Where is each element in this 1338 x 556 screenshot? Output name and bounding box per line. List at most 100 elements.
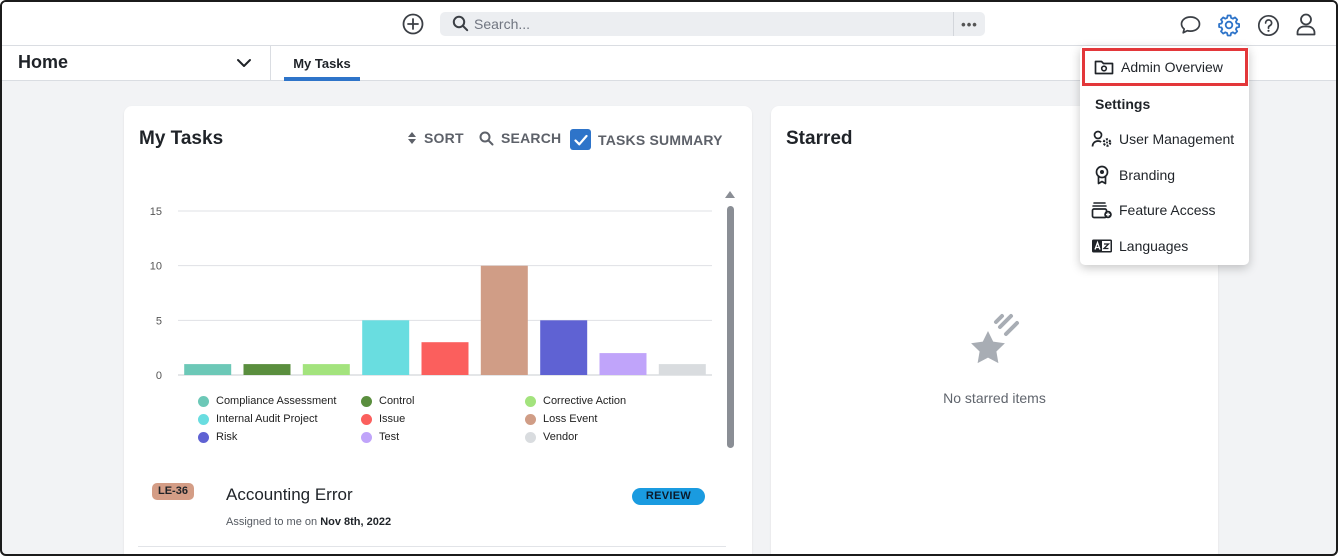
chart-bar[interactable] bbox=[480, 265, 528, 375]
legend-swatch bbox=[198, 395, 209, 407]
tasks-summary-toggle[interactable]: TASKS SUMMARY bbox=[570, 129, 723, 150]
y-tick-label: 5 bbox=[156, 315, 162, 327]
shooting-star-icon bbox=[970, 314, 1019, 364]
legend-swatch bbox=[361, 413, 372, 425]
scrollbar-thumb[interactable] bbox=[727, 206, 734, 448]
legend-swatch bbox=[198, 413, 209, 425]
search-label: SEARCH bbox=[501, 130, 562, 146]
tasks-summary-chart: 0 5 10 15 bbox=[150, 206, 712, 382]
menu-item-label: Feature Access bbox=[1119, 202, 1216, 218]
legend-label: Issue bbox=[379, 413, 406, 425]
legend-swatch bbox=[525, 431, 536, 443]
legend-item[interactable]: Internal Audit Project bbox=[198, 413, 318, 425]
chart-bar[interactable] bbox=[599, 353, 647, 375]
legend-item[interactable]: Compliance Assessment bbox=[198, 395, 336, 407]
legend-label: Corrective Action bbox=[543, 395, 627, 407]
nav-divider bbox=[270, 46, 271, 81]
legend-item[interactable]: Corrective Action bbox=[525, 395, 626, 407]
search-icon bbox=[479, 131, 494, 145]
menu-item-label: User Management bbox=[1119, 131, 1235, 147]
sort-button[interactable]: SORT bbox=[407, 130, 464, 146]
search-input[interactable] bbox=[474, 14, 954, 34]
gear-icon[interactable] bbox=[1217, 13, 1241, 37]
status-badge: REVIEW bbox=[632, 488, 705, 505]
menu-item-label: Branding bbox=[1119, 167, 1176, 183]
scrollbar[interactable] bbox=[724, 191, 736, 551]
legend-item[interactable]: Risk bbox=[198, 431, 237, 443]
help-icon[interactable] bbox=[1256, 13, 1280, 37]
legend-label: Compliance Assessment bbox=[216, 395, 337, 407]
scroll-up-arrow-icon[interactable] bbox=[725, 191, 735, 198]
chart-bar[interactable] bbox=[658, 364, 706, 375]
sort-label: SORT bbox=[424, 130, 464, 146]
search-tasks-button[interactable]: SEARCH bbox=[479, 130, 561, 146]
y-tick-label: 0 bbox=[156, 370, 162, 382]
tasks-summary-label: TASKS SUMMARY bbox=[598, 131, 723, 148]
legend-swatch bbox=[525, 413, 536, 425]
legend-swatch bbox=[525, 395, 536, 407]
legend-item[interactable]: Test bbox=[361, 431, 399, 443]
add-icon[interactable] bbox=[401, 12, 425, 36]
legend-label: Risk bbox=[216, 431, 238, 443]
folder-gear-icon bbox=[1093, 59, 1115, 75]
task-title[interactable]: Accounting Error bbox=[226, 485, 353, 504]
chart-bar[interactable] bbox=[421, 342, 469, 375]
starred-panel: Starred No starred items bbox=[771, 106, 1218, 554]
search-options-button[interactable]: ••• bbox=[953, 12, 985, 36]
my-tasks-panel: My Tasks SORT SEARCH TASKS SUMMARY 0 5 10 1… bbox=[124, 106, 752, 554]
y-tick-label: 15 bbox=[150, 206, 162, 218]
menu-item-label: Languages bbox=[1119, 238, 1189, 254]
legend-item[interactable]: Vendor bbox=[525, 431, 578, 443]
legend-label: Loss Event bbox=[543, 413, 598, 425]
chart-bar[interactable] bbox=[540, 320, 588, 375]
menu-item-languages[interactable]: Languages bbox=[1080, 229, 1249, 263]
menu-item-admin-overview[interactable]: Admin Overview bbox=[1082, 48, 1248, 86]
legend-label: Test bbox=[379, 431, 400, 443]
top-bar: ••• bbox=[2, 2, 1336, 46]
assigned-date: Nov 8th, 2022 bbox=[320, 516, 392, 528]
active-tab-indicator bbox=[284, 77, 360, 81]
tab-label: My Tasks bbox=[293, 56, 351, 71]
legend-label: Control bbox=[379, 395, 415, 407]
feature-stack-icon bbox=[1091, 201, 1113, 219]
task-row[interactable]: LE-36 Accounting Error Assigned to me on… bbox=[138, 479, 726, 547]
tab-my-tasks[interactable]: My Tasks bbox=[284, 46, 360, 81]
search-icon bbox=[452, 15, 469, 37]
sort-icon bbox=[408, 132, 416, 144]
legend-item[interactable]: Issue bbox=[361, 413, 405, 425]
user-gear-icon bbox=[1091, 130, 1113, 148]
legend-item[interactable]: Loss Event bbox=[525, 413, 597, 425]
chart-bar[interactable] bbox=[302, 364, 350, 375]
panel-title: Starred bbox=[786, 128, 853, 149]
settings-dropdown-menu: Admin Overview Settings User Management … bbox=[1080, 46, 1249, 265]
panel-title: My Tasks bbox=[139, 128, 224, 149]
chart-bar[interactable] bbox=[184, 364, 232, 375]
assigned-prefix: Assigned to me on bbox=[226, 516, 318, 528]
legend-label: Vendor bbox=[543, 431, 578, 443]
user-profile-icon[interactable] bbox=[1294, 12, 1318, 36]
chart-bar[interactable] bbox=[243, 364, 291, 375]
global-search[interactable]: ••• bbox=[440, 12, 985, 36]
task-id-badge: LE-36 bbox=[152, 483, 194, 500]
menu-item-label: Admin Overview bbox=[1121, 59, 1223, 75]
legend-label: Internal Audit Project bbox=[216, 413, 318, 425]
y-tick-label: 10 bbox=[150, 261, 162, 273]
menu-item-user-management[interactable]: User Management bbox=[1080, 122, 1249, 156]
menu-section-heading: Settings bbox=[1095, 96, 1151, 112]
legend-item[interactable]: Control bbox=[361, 395, 414, 407]
award-ribbon-icon bbox=[1091, 165, 1113, 185]
checkbox-checked-icon[interactable] bbox=[570, 129, 591, 150]
language-icon bbox=[1091, 238, 1113, 254]
chart-bar[interactable] bbox=[362, 320, 410, 375]
chevron-down-icon[interactable] bbox=[236, 56, 252, 74]
workspace-selector-label[interactable]: Home bbox=[18, 52, 69, 72]
menu-item-branding[interactable]: Branding bbox=[1080, 158, 1249, 192]
legend-swatch bbox=[361, 395, 372, 407]
chat-icon[interactable] bbox=[1178, 13, 1202, 37]
legend-swatch bbox=[361, 431, 372, 443]
empty-state-text: No starred items bbox=[943, 390, 1046, 406]
empty-state: No starred items bbox=[771, 311, 1218, 406]
legend-swatch bbox=[198, 431, 209, 443]
menu-item-feature-access[interactable]: Feature Access bbox=[1080, 193, 1249, 227]
